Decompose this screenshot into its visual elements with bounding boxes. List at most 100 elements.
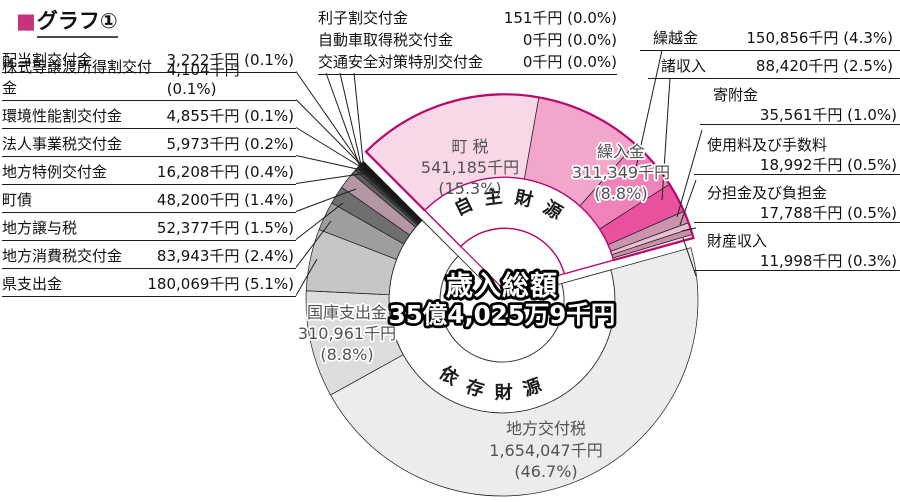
- leader-line-left-6: [295, 202, 344, 240]
- label-name: 株式等譲渡所得割交付金: [2, 57, 153, 97]
- top-label-row-利子割交付金: 利子割交付金 151千円 (0.0%): [318, 6, 617, 28]
- right-label-row-諸収入: 諸収入 88,420千円 (2.5%): [648, 56, 900, 79]
- label-name-line: 財産収入: [694, 230, 900, 250]
- label-name: 法人事業税交付金: [2, 134, 123, 153]
- top-callout-labels: 利子割交付金 151千円 (0.0%) 自動車取得税交付金 0千円 (0.0%) 交通安…: [318, 6, 617, 75]
- leader-line-right-3: [679, 179, 697, 226]
- self-funded-outline: [364, 93, 695, 262]
- label-value: 4,104千円 (0.1%): [166, 60, 240, 98]
- label-value-line: 17,788千円 (0.5%): [694, 202, 900, 222]
- left-label-row-環境性能割交付金: 環境性能割交付金 4,855千円 (0.1%): [2, 102, 296, 129]
- label-name: 配当割交付金: [2, 50, 93, 69]
- leader-line-left-0: [295, 71, 362, 166]
- label-value: 83,943千円 (2.4%): [156, 246, 294, 265]
- label-value-line: 35,561千円 (1.0%): [700, 104, 900, 124]
- label-name: 繰越金: [653, 29, 699, 47]
- segment-label-町税-line0: 町 税: [451, 137, 488, 156]
- self-funded-ring-label-char-2: 財: [513, 186, 535, 211]
- dependent-ring-label-char-1: 存: [463, 375, 487, 401]
- segment-label-地方交付税-line1: 1,654,047千円: [489, 441, 602, 460]
- label-value: 5,973千円 (0.2%): [166, 134, 294, 153]
- label-value: 52,377千円 (1.5%): [156, 218, 294, 237]
- self-funded-label-ring: [423, 176, 615, 275]
- label-value: 48,200千円 (1.4%): [156, 190, 294, 209]
- label-name: 財産収入: [707, 232, 768, 250]
- top-label-row-自動車取得税交付金: 自動車取得税交付金 0千円 (0.0%): [318, 28, 617, 50]
- left-label-row-株式等譲渡所得割交付金: 株式等譲渡所得割交付金 4,104千円 (0.1%): [2, 58, 296, 101]
- label-name: 利子割交付金: [318, 8, 409, 27]
- label-name: 自動車取得税交付金: [318, 30, 454, 49]
- label-name-line: 寄附金: [700, 84, 900, 104]
- segment-label-国庫支出金-line1: 310,961千円: [298, 324, 396, 343]
- label-value: 35,561千円 (1.0%): [759, 106, 897, 124]
- label-name: 環境性能割交付金: [2, 106, 123, 125]
- left-label-row-地方消費税交付金: 地方消費税交付金 83,943千円 (2.4%): [2, 242, 296, 269]
- label-value-line: 11,998千円 (0.3%): [694, 250, 900, 270]
- leader-line-left-8: [295, 258, 318, 296]
- leader-line-top-0: [325, 72, 361, 168]
- right-label-row-寄附金: 寄附金 35,561千円 (1.0%): [700, 84, 900, 125]
- label-name: 県支出金: [2, 274, 63, 293]
- leader-line-right-5: [682, 237, 697, 277]
- left-label-row-町債: 町債 48,200千円 (1.4%): [2, 186, 296, 213]
- label-name: 分担金及び負担金: [707, 184, 828, 202]
- leader-line-left-3: [295, 155, 367, 172]
- leader-line-right-4: [681, 227, 697, 232]
- leader-line-top-2: [353, 72, 365, 172]
- label-value: 0千円 (0.0%): [522, 30, 617, 49]
- pie-segment-8: [330, 247, 699, 497]
- label-name: 諸収入: [661, 57, 707, 75]
- label-value: 180,069千円 (5.1%): [147, 274, 294, 293]
- label-value-line: 18,992千円 (0.5%): [694, 154, 900, 174]
- label-name-line: 使用料及び手数料: [694, 134, 900, 154]
- leader-line-right-1: [661, 77, 671, 201]
- left-label-row-地方特例交付金: 地方特例交付金 16,208千円 (0.4%): [2, 158, 296, 185]
- label-value: 16,208千円 (0.4%): [156, 162, 294, 181]
- page-title: ■グラフ①: [16, 5, 118, 38]
- label-name: 地方特例交付金: [2, 162, 108, 181]
- leader-line-right-0: [635, 49, 663, 169]
- label-value: 11,998千円 (0.3%): [759, 252, 897, 270]
- label-value: 150,856千円 (4.3%): [746, 29, 893, 47]
- leader-line-left-2: [295, 127, 365, 170]
- segment-label-町税-line1: 541,185千円: [421, 158, 519, 177]
- segment-label-地方交付税-line2: (46.7%): [514, 462, 577, 481]
- label-name: 町債: [2, 190, 33, 209]
- label-name: 寄附金: [713, 86, 759, 104]
- leader-line-left-5: [295, 188, 357, 212]
- leader-line-left-1: [295, 99, 364, 168]
- label-name-line: 分担金及び負担金: [694, 182, 900, 202]
- segment-label-国庫支出金-line2: (8.8%): [320, 345, 373, 364]
- leader-line-left-7: [295, 220, 332, 268]
- top-label-row-交通安全対策特別交付金: 交通安全対策特別交付金 0千円 (0.0%): [318, 50, 617, 72]
- right-label-row-繰越金: 繰越金 150,856千円 (4.3%): [640, 28, 900, 51]
- title-square-icon: ■: [16, 9, 36, 33]
- label-value: 3,222千円 (0.1%): [166, 50, 294, 69]
- segment-label-繰入金-line2: (8.8%): [594, 184, 647, 203]
- left-label-row-法人事業税交付金: 法人事業税交付金 5,973千円 (0.2%): [2, 130, 296, 157]
- segment-label-繰入金-line0: 繰入金: [597, 142, 645, 161]
- label-value: 4,855千円 (0.1%): [166, 106, 294, 125]
- title-text: グラフ①: [36, 9, 118, 38]
- segment-label-地方交付税-line0: 地方交付税: [506, 419, 586, 438]
- leader-line-top-1: [339, 72, 363, 170]
- left-label-row-県支出金: 県支出金 180,069千円 (5.1%): [2, 270, 296, 297]
- label-value: 17,788千円 (0.5%): [759, 204, 897, 222]
- label-value: 88,420千円 (2.5%): [755, 57, 893, 75]
- right-label-row-財産収入: 財産収入 11,998千円 (0.3%): [694, 230, 900, 271]
- segment-label-国庫支出金-line0: 国庫支出金: [307, 303, 387, 322]
- segment-label-町税-line2: (15.3%): [438, 179, 501, 198]
- right-label-row-分担金及び負担金: 分担金及び負担金 17,788千円 (0.5%): [694, 182, 900, 223]
- leader-line-right-2: [676, 129, 703, 218]
- leader-line-left-4: [295, 172, 368, 184]
- label-value: 18,992千円 (0.5%): [759, 156, 897, 174]
- left-label-row-配当割交付金: 配当割交付金 3,222千円 (0.1%): [2, 46, 296, 73]
- left-label-row-地方譲与税: 地方譲与税 52,377千円 (1.5%): [2, 214, 296, 241]
- label-name: 交通安全対策特別交付金: [318, 52, 484, 71]
- dependent-ring-label-char-2: 財: [494, 381, 512, 403]
- center-total-title: 歳入総額: [446, 270, 558, 302]
- label-value: 151千円 (0.0%): [503, 8, 617, 27]
- label-name: 地方消費税交付金: [2, 246, 123, 265]
- segment-label-繰入金-line1: 311,349千円: [572, 163, 670, 182]
